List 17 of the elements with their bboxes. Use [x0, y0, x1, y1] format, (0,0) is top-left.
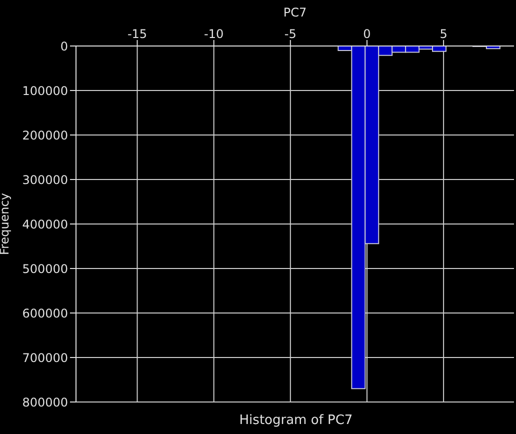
x-tick-label: -10	[204, 27, 224, 41]
text: Histogram of PC7	[238, 412, 354, 430]
y-tick-label: 300000	[22, 172, 68, 187]
x-tick-label: -15	[127, 27, 148, 41]
x-tick-label: -5	[284, 27, 296, 41]
y-tick-label: 500000	[22, 262, 68, 276]
y-tick-label: 600000	[22, 306, 68, 320]
y-tick-label: 400000	[22, 217, 68, 232]
x-axis-title: PC7	[283, 6, 307, 20]
y-tick-label: 0	[60, 39, 68, 54]
y-tick-label: 200000	[22, 128, 68, 142]
x-tick-label: 0	[363, 27, 371, 41]
y-tick-label: 100000	[22, 84, 68, 98]
y-axis-title: Frequency	[0, 193, 12, 255]
y-tick-label: 800000	[22, 395, 68, 410]
y-tick-label: 700000	[22, 350, 68, 365]
x-tick-label: 5	[440, 27, 448, 41]
